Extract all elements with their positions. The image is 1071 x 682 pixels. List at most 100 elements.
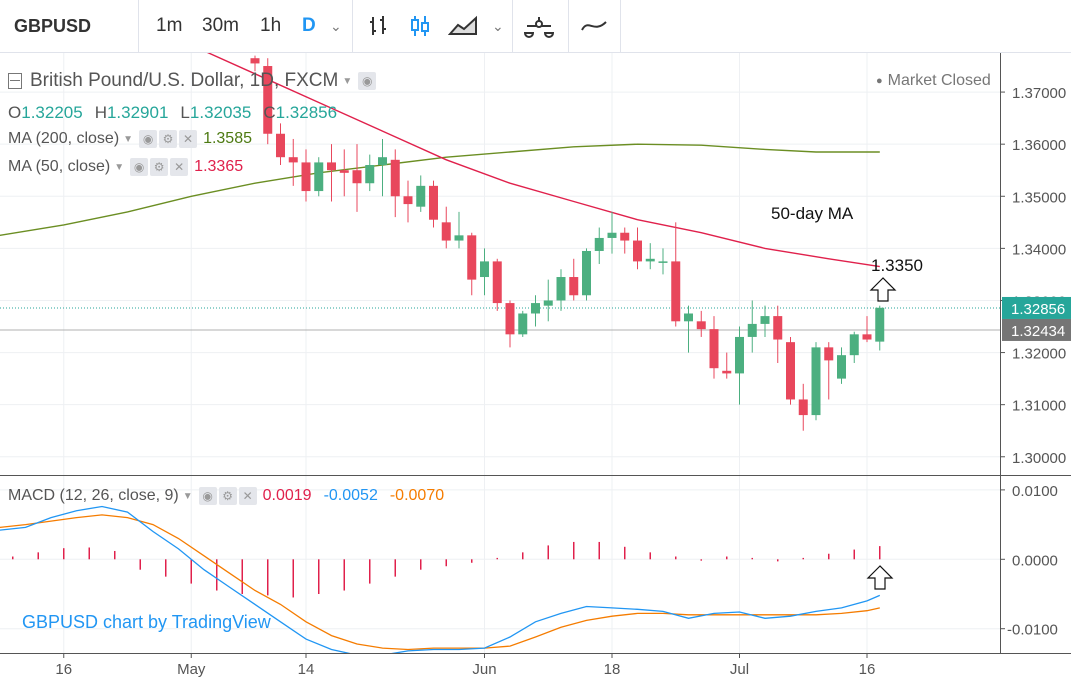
candle-body (390, 159, 400, 197)
macd-signal-value: -0.0070 (389, 487, 445, 504)
candle-body (378, 157, 387, 166)
macd-legend: MACD (12, 26, close, 9) ▼ ◉ ⚙ ✕ 0.0019 -0.… (8, 487, 444, 505)
status-dot-icon: ● (876, 75, 883, 87)
candle-body (288, 157, 298, 163)
price-tick-label: 1.34000 (1012, 241, 1066, 258)
gear-icon[interactable]: ⚙ (218, 487, 237, 505)
eye-icon[interactable]: ◉ (139, 130, 158, 148)
macd-pane (0, 476, 1000, 653)
open-label: O (8, 103, 22, 122)
candle-body (607, 232, 617, 238)
price-tick-label: 1.36000 (1012, 137, 1066, 154)
candle-body (403, 196, 413, 205)
time-tick-label: Jul (730, 661, 749, 678)
ma200-label: MA (200, close) (8, 130, 120, 147)
ma200-value: 1.3585 (203, 130, 252, 147)
target-annotation: 1.3350 (871, 256, 923, 275)
market-status-text: Market Closed (887, 72, 991, 89)
timeframe-30m[interactable]: 30m (202, 15, 239, 36)
candle-body (569, 277, 579, 296)
last-price-badge: 1.32856 (1002, 296, 1071, 319)
timeframe-1m[interactable]: 1m (156, 15, 183, 36)
up-arrow-icon (866, 565, 894, 590)
macd-tick-label: 0.0100 (1012, 483, 1058, 500)
candle-body (862, 334, 872, 340)
chevron-down-icon[interactable]: ▼ (114, 161, 125, 173)
symbol-search[interactable]: GBPUSD (14, 15, 92, 36)
candle-body (760, 316, 770, 324)
gear-icon[interactable]: ⚙ (159, 130, 178, 148)
close-icon[interactable]: ✕ (238, 487, 257, 505)
candle-body (747, 323, 757, 337)
candle-body (696, 321, 706, 330)
candle-body (492, 261, 502, 304)
area-chart-icon[interactable] (448, 0, 478, 52)
candle-body (441, 222, 451, 241)
bar-chart-icon[interactable] (367, 0, 391, 52)
candle-body (556, 277, 566, 301)
candlestick-icon[interactable] (408, 0, 432, 52)
macd-line-value: -0.0052 (323, 487, 378, 504)
candle-body (429, 185, 438, 220)
candle-body (365, 165, 375, 184)
candle-body (849, 334, 859, 356)
ma200-line (0, 143, 880, 237)
candle-body (633, 240, 642, 262)
candle-body (250, 58, 260, 64)
chevron-down-icon[interactable]: ▼ (342, 75, 353, 87)
chevron-down-icon[interactable]: ⌄ (492, 17, 504, 34)
top-toolbar: GBPUSD 1m 30m 1h D ⌄ ⌄ (0, 0, 1071, 53)
candle-body (709, 329, 719, 369)
candle-body (480, 261, 489, 278)
close-value: 1.32856 (275, 103, 338, 122)
tradingview-watermark[interactable]: GBPUSD chart by TradingView (22, 612, 271, 632)
ma50-annotation: 50-day MA (771, 204, 854, 223)
eye-icon[interactable]: ◉ (358, 72, 377, 90)
macd-line (0, 505, 881, 653)
macd-label: MACD (12, 26, close, 9) (8, 487, 179, 504)
macd-tick-label: 0.0000 (1012, 552, 1058, 569)
time-tick-label: May (177, 661, 206, 678)
time-tick-label: 16 (859, 661, 876, 678)
up-arrow-icon (869, 277, 897, 302)
chevron-down-icon[interactable]: ▼ (123, 133, 134, 145)
candle-body (263, 66, 273, 134)
collapse-icon[interactable] (8, 73, 22, 89)
chart-title-row: British Pound/U.S. Dollar, 1D, FXCM ▼ ◉ (8, 70, 382, 92)
compare-icon[interactable] (580, 0, 608, 52)
timeframe-d[interactable]: D (302, 15, 316, 36)
ma50-value: 1.3365 (194, 158, 244, 175)
indicators-icon[interactable] (522, 0, 556, 52)
close-icon[interactable]: ✕ (179, 130, 198, 148)
macd-hist-value: 0.0019 (262, 487, 312, 504)
candle-body (454, 235, 464, 241)
candle-body (875, 307, 885, 342)
candle-body (798, 399, 808, 416)
price-pane (0, 53, 1000, 475)
price-badge-bg (1002, 296, 1071, 319)
candle-body (594, 237, 604, 251)
eye-icon[interactable]: ◉ (130, 158, 149, 176)
close-icon[interactable]: ✕ (170, 158, 189, 176)
time-tick-label: 18 (604, 661, 621, 678)
ma50-label: MA (50, close) (8, 158, 111, 175)
toolbar-divider (352, 0, 353, 52)
toolbar-divider (568, 0, 569, 52)
ohlc-row: O 1.32205 H 1.32901 L 1.32035 C 1.32856 (8, 103, 337, 123)
eye-icon[interactable]: ◉ (198, 487, 217, 505)
gear-icon[interactable]: ⚙ (150, 158, 169, 176)
time-tick-label: 16 (55, 661, 72, 678)
chevron-down-icon[interactable]: ⌄ (330, 17, 342, 34)
candle-body (416, 185, 426, 207)
price-tick-label: 1.37000 (1012, 85, 1066, 102)
timeframe-1h[interactable]: 1h (260, 15, 282, 36)
candle-body (582, 250, 591, 296)
candle-body (327, 162, 336, 171)
macd-tick-label: -0.0100 (1007, 622, 1058, 639)
ma200-legend: MA (200, close) ▼ ◉ ⚙ ✕ 1.3585 (8, 130, 252, 148)
market-status: ● Market Closed (876, 72, 991, 90)
candle-body (467, 235, 477, 280)
candle-body (837, 355, 846, 379)
chevron-down-icon[interactable]: ▼ (182, 490, 193, 502)
